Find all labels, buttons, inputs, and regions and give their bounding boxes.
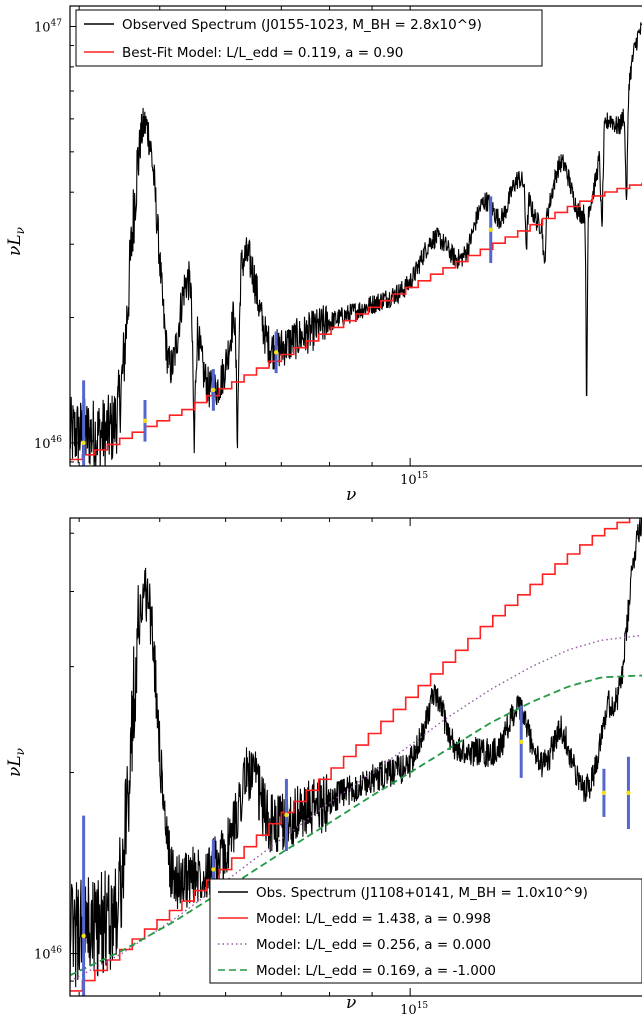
series-line-4 [70,674,642,977]
data-point [601,790,607,796]
legend: Obs. Spectrum (J1108+0141, M_BH = 1.0x10… [209,878,642,984]
data-point [211,387,216,393]
y-axis-label: νLν [5,227,27,256]
series-line-2 [70,182,642,461]
series-line-1 [70,518,642,990]
data-point [142,418,148,423]
chart-panel-2: 1015 1046 ν νLν Obs. Spectrum (J1108+0141, M… [5,517,642,1014]
legend-box [209,878,642,984]
plot-area [70,518,642,996]
data-point [81,933,86,939]
series-line-1 [70,22,642,466]
y-axis-label: νLν [5,748,27,777]
axes-frame [69,5,642,467]
legend-label: Model: L/L_edd = 0.256, a = 0.000 [256,937,491,953]
series-line-2 [70,518,631,992]
data-point [211,867,216,872]
data-point [273,350,279,355]
data-point [626,790,631,796]
x-tick-label: 1015 [400,1001,428,1014]
x-axis-label: ν [346,485,356,505]
legend-label: Model: L/L_edd = 1.438, a = 0.998 [256,911,491,927]
x-axis-label: ν [346,993,356,1013]
y-tick-label: 1046 [34,946,62,963]
legend: Observed Spectrum (J0155-1023, M_BH = 2.… [75,9,543,67]
axes-frame [69,517,642,997]
data-point [81,440,86,446]
data-point [284,812,289,818]
y-tick-label: 1047 [34,18,62,35]
data-point [519,739,524,744]
legend-label: Obs. Spectrum (J1108+0141, M_BH = 1.0x10… [256,885,588,901]
y-tick-label: 1046 [34,435,62,452]
x-tick-label: 1015 [400,471,428,488]
chart-panel-1: 1015 1046 1047 ν νLν Observed Spectrum (J0155… [5,5,642,505]
legend-label: Model: L/L_edd = 0.169, a = -1.000 [256,963,496,979]
legend-label: Observed Spectrum (J0155-1023, M_BH = 2.… [122,17,482,33]
legend-label: Best-Fit Model: L/L_edd = 0.119, a = 0.9… [122,45,403,61]
series-line-3 [70,634,642,982]
data-point [488,227,493,232]
plot-area [70,22,642,466]
legend-box [75,9,543,67]
